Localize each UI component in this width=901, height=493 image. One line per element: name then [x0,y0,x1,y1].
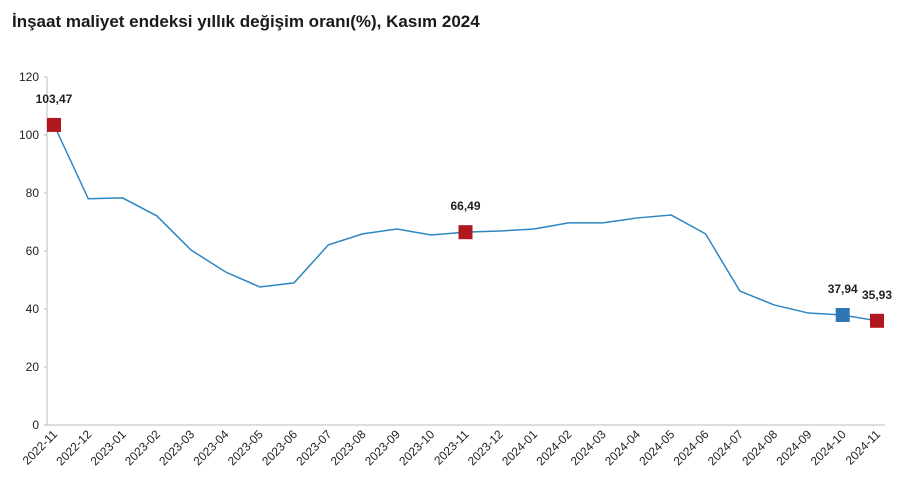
x-tick-label: 2024-07 [705,427,746,468]
x-tick-label: 2024-11 [843,427,884,468]
x-tick-label: 2023-10 [396,427,437,468]
x-tick-label: 2023-04 [191,427,232,468]
x-tick-label: 2023-07 [293,427,334,468]
x-tick-label: 2022-12 [53,427,94,468]
x-tick-label: 2023-06 [259,427,300,468]
x-tick-label: 2023-01 [88,427,129,468]
x-tick-label: 2024-05 [636,427,677,468]
x-tick-label: 2023-05 [225,427,266,468]
value-label: 103,47 [36,92,73,106]
value-label: 37,94 [828,282,858,296]
marker [458,225,473,240]
x-tick-label: 2023-02 [122,427,163,468]
x-tick-label: 2022-11 [20,427,61,468]
x-tick-label: 2023-08 [328,427,369,468]
marker [870,313,884,328]
x-tick-label: 2024-04 [602,427,643,468]
y-tick-label: 0 [32,418,39,432]
x-tick-label: 2024-09 [773,427,814,468]
marker [835,307,850,322]
data-line [53,124,878,322]
x-tick-label: 2023-12 [465,427,506,468]
chart-title: İnşaat maliyet endeksi yıllık değişim or… [12,12,480,31]
y-tick-label: 60 [26,244,40,258]
y-tick-label: 40 [26,302,40,316]
x-tick-label: 2024-10 [808,427,849,468]
x-tick-label: 2024-08 [739,427,780,468]
x-tick-label: 2023-11 [431,427,472,468]
value-label: 66,49 [450,199,480,213]
x-tick-label: 2023-09 [362,427,403,468]
x-tick-label: 2024-03 [568,427,609,468]
y-tick-label: 80 [26,186,40,200]
marker [47,117,61,132]
x-tick-label: 2024-01 [499,427,540,468]
value-label: 35,93 [862,288,892,302]
x-tick-label: 2024-02 [533,427,574,468]
x-tick-label: 2024-06 [671,427,712,468]
y-tick-label: 20 [26,360,40,374]
y-tick-label: 100 [19,128,39,142]
y-tick-label: 120 [19,70,39,84]
x-tick-label: 2023-03 [156,427,197,468]
